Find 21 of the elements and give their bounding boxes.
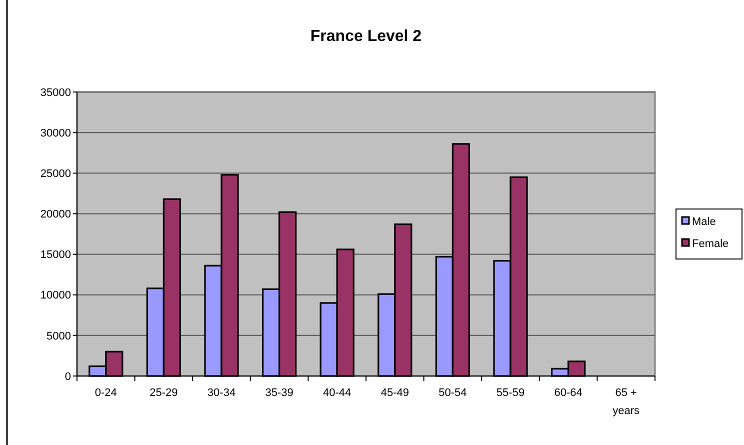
x-tick-label: 65 + years [612,387,640,417]
y-tick-label: 5000 [46,330,71,342]
legend-label: Female [692,238,729,250]
y-tick-label: 35000 [40,86,71,99]
x-tick-label: 35-39 [265,387,294,399]
y-tick-label: 0 [64,370,71,383]
y-tick-label: 20000 [40,208,71,221]
y-tick-label: 30000 [40,127,71,140]
x-tick-label: 40-44 [323,387,352,399]
legend-label: Male [692,216,716,228]
x-tick-label: 30-34 [207,387,236,399]
y-tick-label: 15000 [40,249,71,262]
x-tick-label: 0-24 [94,387,117,399]
x-tick-label: 45-49 [380,387,409,399]
x-tick-label: 60-64 [554,387,582,399]
chart-title: France Level 2 [310,28,422,45]
x-tick-label: 55-59 [496,387,525,399]
x-tick-label: 25-29 [150,387,178,399]
y-tick-label: 10000 [40,290,71,302]
x-tick-label: 50-54 [438,387,467,399]
y-tick-label: 25000 [40,168,71,180]
